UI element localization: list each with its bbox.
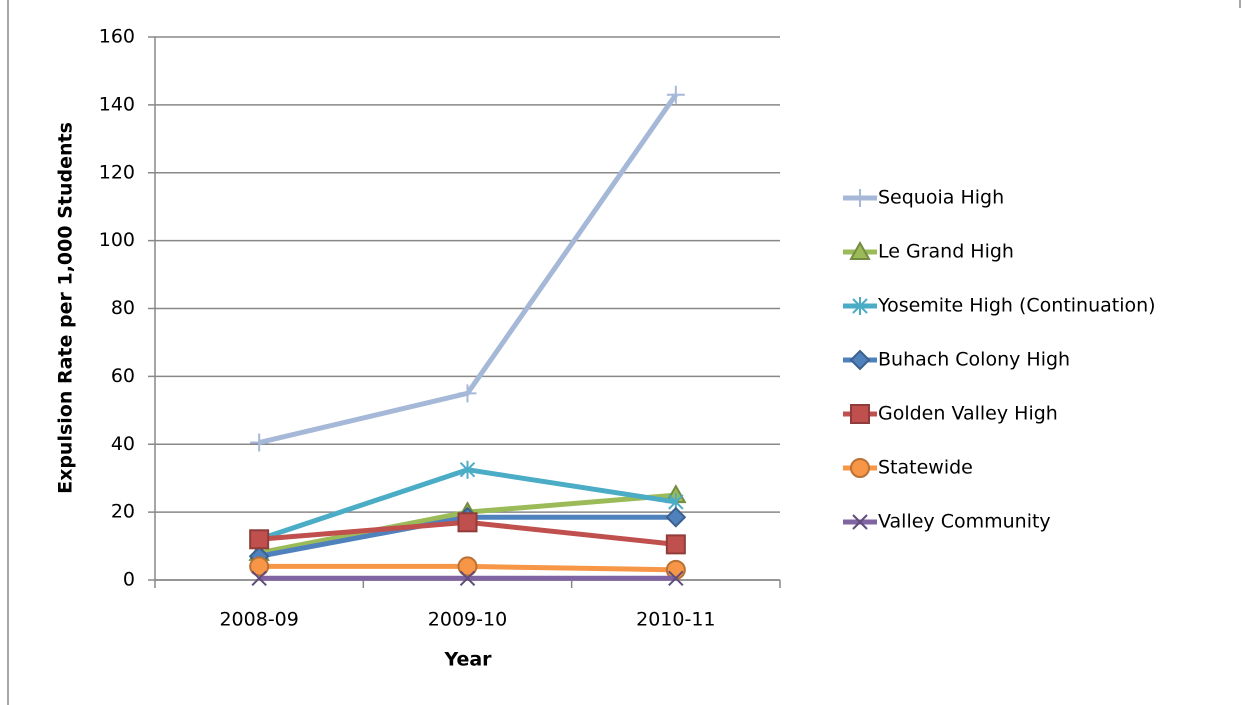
marker: [457, 556, 478, 577]
marker: [850, 458, 870, 478]
y-tick-label: 60: [111, 365, 135, 387]
marker: [849, 240, 871, 260]
marker: [250, 433, 269, 452]
marker: [249, 529, 270, 550]
y-tick-label: 20: [111, 501, 135, 523]
y-tick-label: 120: [99, 161, 135, 183]
legend-label: Sequoia High: [878, 187, 1004, 209]
legend-label: Valley Community: [878, 511, 1051, 533]
marker: [459, 460, 476, 479]
legend-label: Golden Valley High: [878, 403, 1058, 425]
y-tick-label: 100: [99, 229, 135, 251]
marker: [852, 297, 868, 315]
y-axis-title: Expulsion Rate per 1,000 Students: [55, 122, 77, 494]
legend-label: Statewide: [878, 457, 973, 479]
marker: [459, 570, 476, 587]
marker: [666, 85, 685, 104]
marker: [249, 556, 270, 577]
x-tick-label: 2009-10: [428, 609, 507, 631]
y-tick-label: 40: [111, 433, 135, 455]
legend-label: Yosemite High (Continuation): [877, 295, 1156, 317]
x-tick-label: 2008-09: [219, 609, 298, 631]
marker: [668, 570, 684, 587]
y-tick-label: 140: [99, 93, 135, 115]
marker: [458, 384, 477, 403]
marker: [850, 404, 870, 424]
y-tick-label: 80: [111, 297, 135, 319]
x-tick-label: 2010-11: [636, 609, 715, 631]
marker: [665, 506, 687, 528]
legend-label: Buhach Colony High: [878, 349, 1070, 371]
y-tick-label: 160: [99, 26, 135, 48]
y-tick-label: 0: [123, 569, 135, 591]
marker: [851, 189, 869, 207]
marker: [457, 512, 478, 533]
marker: [251, 570, 267, 587]
x-axis-title: Year: [443, 649, 492, 671]
marker: [665, 534, 686, 555]
marker: [852, 514, 868, 530]
legend-label: Le Grand High: [878, 241, 1014, 263]
marker: [849, 349, 871, 371]
